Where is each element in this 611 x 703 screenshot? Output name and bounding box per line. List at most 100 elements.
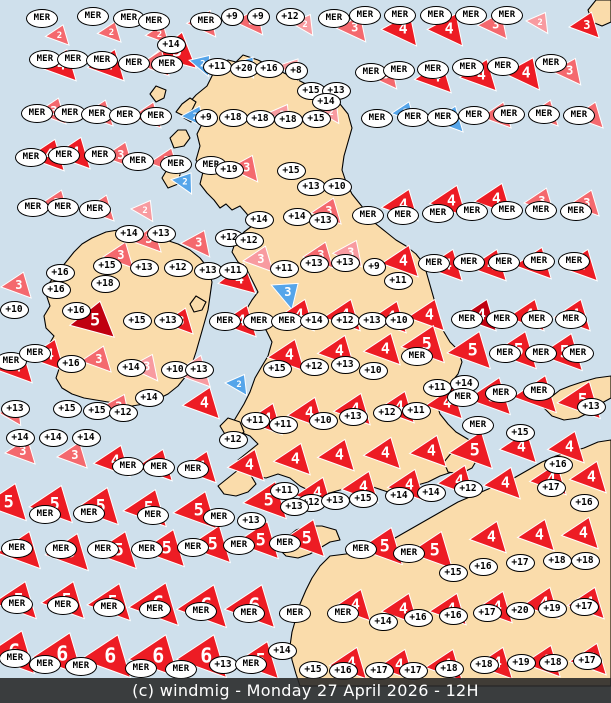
sea-label: MER: [151, 54, 183, 74]
temperature-label: +12: [330, 312, 360, 330]
sea-label: MER: [190, 11, 222, 31]
sea-label: MER: [523, 251, 555, 271]
sea-label: MER: [165, 659, 197, 679]
temperature-label: +17: [505, 554, 535, 572]
wind-arrow-triangle: [408, 530, 454, 569]
wind-arrow-triangle: [408, 434, 447, 468]
wind-arrow: 3: [242, 239, 281, 273]
temperature-label: +13: [153, 312, 183, 330]
sea-label: MER: [427, 107, 459, 127]
temperature-label: +19: [214, 161, 244, 179]
sea-label: MER: [118, 53, 150, 73]
temperature-label: +17: [398, 662, 428, 680]
temperature-label: +13: [330, 356, 360, 374]
sea-label: MER: [19, 343, 51, 363]
temperature-label: +17: [536, 479, 566, 497]
sea-label: MER: [185, 601, 217, 621]
temperature-label: +13: [308, 212, 338, 230]
wind-arrow-triangle: [482, 466, 521, 500]
wind-arrow: 3: [80, 339, 119, 373]
sea-label: MER: [488, 252, 520, 272]
cornwall: [217, 469, 257, 497]
sea-label: MER: [447, 387, 479, 407]
sea-label: MER: [420, 5, 452, 25]
wind-arrow-triangle: [179, 229, 211, 258]
wind-arrow: 2: [44, 20, 76, 46]
wind-force-value: 4: [381, 444, 390, 462]
wind-arrow-triangle: [280, 518, 326, 557]
wind-arrow-triangle: [80, 634, 132, 679]
temperature-label: +14: [299, 312, 329, 330]
sea-label: MER: [112, 456, 144, 476]
temperature-label: +14: [114, 225, 144, 243]
temperature-label: +11: [268, 416, 298, 434]
temperature-label: +18: [218, 109, 248, 127]
wind-force-value: 3: [118, 147, 125, 161]
temperature-label: +17: [572, 652, 602, 670]
temperature-label: +16: [569, 494, 599, 512]
sea-label: MER: [486, 309, 518, 329]
wind-arrow: 4: [516, 512, 564, 552]
temperature-label: +18: [434, 660, 464, 678]
sea-label: MER: [555, 309, 587, 329]
wind-arrow-triangle: [448, 430, 494, 469]
wind-force-value: 3: [566, 63, 573, 77]
temperature-label: +15: [92, 257, 122, 275]
wind-force-value: 2: [328, 108, 333, 118]
temperature-label: +12: [234, 232, 264, 250]
sea-label: MER: [87, 539, 119, 559]
sea-label: MER: [535, 53, 567, 73]
sea-label: MER: [54, 103, 86, 123]
temperature-label: +14: [311, 93, 341, 111]
temperature-label: +18: [273, 111, 303, 129]
temperature-label: +15: [276, 162, 306, 180]
temperature-label: +13: [299, 255, 329, 273]
temperature-label: +9: [194, 109, 218, 127]
temperature-label: +14: [244, 211, 274, 229]
wind-force-value: 4: [535, 526, 544, 544]
temperature-label: +12: [275, 8, 305, 26]
wind-arrow: 3: [56, 435, 95, 469]
wind-force-value: 4: [313, 484, 322, 502]
temperature-label: +13: [129, 259, 159, 277]
sea-label: MER: [485, 383, 517, 403]
sea-label: MER: [223, 535, 255, 555]
wind-force-value: 4: [305, 404, 314, 422]
wind-force-value: 3: [258, 251, 265, 265]
wind-force-value: 3: [318, 247, 325, 261]
temperature-label: +15: [82, 402, 112, 420]
temperature-label: +14: [134, 389, 164, 407]
wind-force-value: 4: [359, 478, 368, 496]
sea-label: MER: [383, 60, 415, 80]
temperature-label: +15: [122, 312, 152, 330]
sea-label: MER: [521, 309, 553, 329]
wind-force-value: 4: [427, 442, 436, 460]
wind-force-value: 4: [399, 600, 408, 618]
wind-force-value: 5: [422, 334, 432, 354]
sea-label: MER: [86, 50, 118, 70]
wind-force-value: 2: [182, 178, 187, 188]
wind-arrow: 2: [169, 165, 202, 195]
wind-arrow-triangle: [0, 482, 28, 521]
wind-force-value: 4: [587, 468, 596, 486]
sea-label: MER: [417, 59, 449, 79]
sea-label: MER: [81, 104, 113, 124]
temperature-label: +17: [569, 598, 599, 616]
sea-label: MER: [487, 56, 519, 76]
wind-arrow: 3: [568, 5, 607, 39]
wind-force-value: 3: [243, 160, 250, 174]
wind-arrow: 3: [270, 270, 309, 311]
wind-arrow: 4: [482, 460, 530, 500]
temperature-label: +11: [218, 262, 248, 280]
temperature-label: +8: [284, 62, 308, 80]
sea-label: MER: [558, 251, 590, 271]
wind-arrow: 4: [362, 326, 410, 366]
temperature-label: +14: [71, 429, 101, 447]
temperature-label: +13: [236, 512, 266, 530]
temperature-label: +11: [202, 58, 232, 76]
temperature-label: +12: [218, 431, 248, 449]
wind-force-value: 5: [302, 528, 312, 548]
wind-force-value: 4: [395, 656, 404, 674]
wind-force-value: 4: [487, 528, 496, 546]
wind-force-value: 4: [455, 472, 464, 490]
